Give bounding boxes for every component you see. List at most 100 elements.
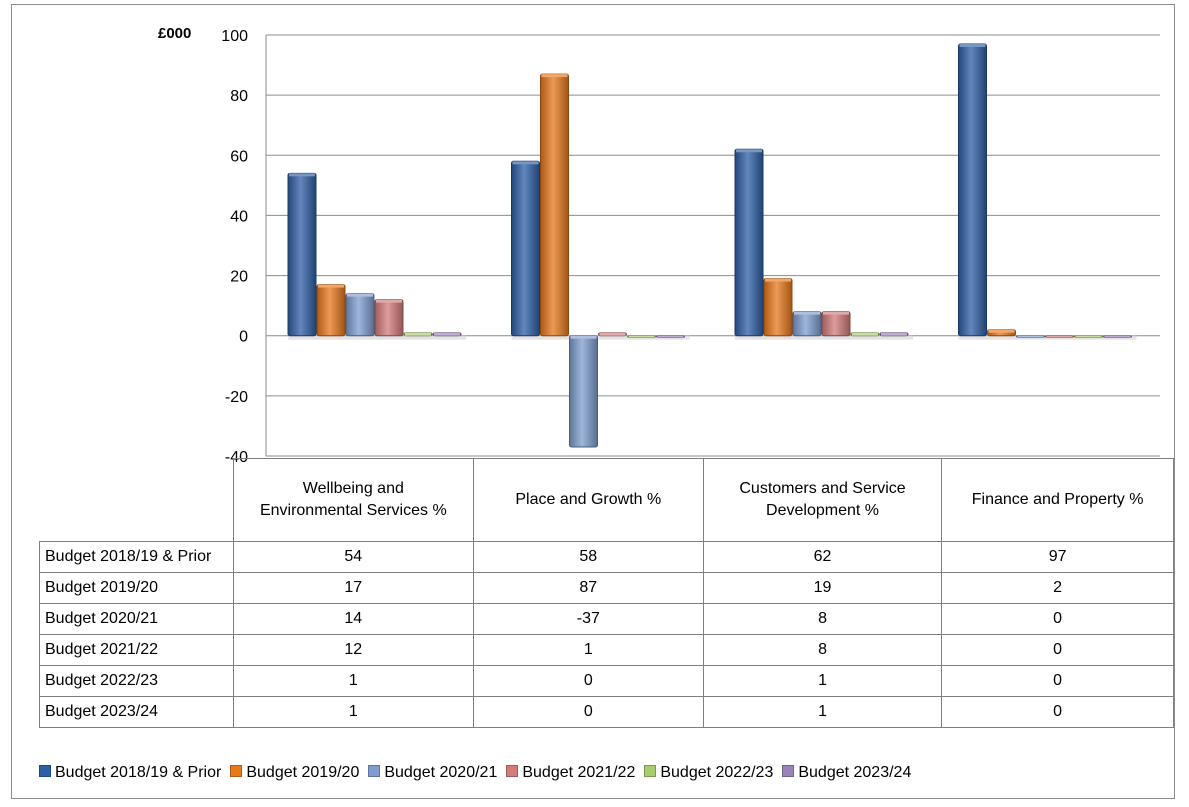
bar-cap	[959, 44, 986, 48]
bar-cap	[823, 311, 849, 315]
legend-item: Budget 2022/23	[644, 764, 773, 782]
table-cell: 0	[941, 665, 1174, 697]
table-cell: 0	[941, 634, 1174, 666]
table-cell: 2	[941, 572, 1174, 604]
bar	[569, 335, 598, 448]
table-corner	[39, 458, 234, 542]
category-floor	[735, 335, 913, 340]
bar-cap	[988, 329, 1015, 333]
table-row: Budget 2023/24 1 0 1 0	[39, 696, 1174, 728]
bar-cap	[570, 335, 597, 339]
bar-cap	[512, 161, 539, 165]
table-cell: 0	[941, 696, 1174, 728]
legend-item: Budget 2019/20	[230, 764, 359, 782]
bar	[540, 73, 569, 337]
category-header: Customers and Service Development %	[702, 458, 943, 542]
y-tick-label: 80	[230, 88, 248, 105]
data-table: Wellbeing and Environmental Services % P…	[39, 458, 1174, 728]
table-cell: 0	[472, 696, 704, 728]
bar	[958, 43, 987, 337]
legend-item: Budget 2018/19 & Prior	[39, 764, 221, 782]
bar	[345, 293, 375, 337]
table-cell: 54	[232, 541, 474, 573]
bar-cap	[628, 335, 655, 338]
legend-label: Budget 2022/23	[660, 764, 774, 781]
legend: Budget 2018/19 & Prior Budget 2019/20 Budg…	[39, 764, 920, 782]
table-cell: 8	[702, 603, 943, 635]
legend-label: Budget 2020/21	[384, 764, 498, 781]
bar-cap	[765, 278, 791, 282]
legend-swatch	[368, 765, 381, 777]
table-cell: 19	[702, 572, 943, 604]
table-cell: 62	[702, 541, 943, 573]
table-cell: 12	[232, 634, 474, 666]
y-tick-label: 60	[230, 148, 248, 165]
chart-frame: -40 -20 0 20 40 60 80 100 £000 Wellbeing and En…	[11, 4, 1175, 799]
bar-cap	[736, 149, 762, 153]
bar-cap	[599, 332, 626, 336]
table-row: Budget 2019/20 17 87 19 2	[39, 572, 1174, 604]
table-cell: 1	[232, 696, 474, 728]
category-floor	[288, 335, 466, 340]
legend-label: Budget 2019/20	[246, 764, 360, 781]
bar	[792, 311, 822, 337]
legend-swatch	[506, 765, 519, 777]
table-header-row: Wellbeing and Environmental Services % P…	[39, 458, 1174, 542]
bar-cap	[318, 284, 344, 288]
category-header: Place and Growth %	[472, 458, 704, 542]
legend-item: Budget 2023/24	[782, 764, 911, 782]
bar-cap	[434, 332, 460, 336]
bar	[763, 278, 793, 337]
legend-label: Budget 2018/19 & Prior	[55, 764, 222, 781]
legend-item: Budget 2020/21	[368, 764, 497, 782]
y-tick-label: -20	[225, 389, 248, 406]
series-row-label: Budget 2020/21	[39, 603, 234, 635]
table-cell: 17	[232, 572, 474, 604]
bar-cap	[405, 332, 431, 336]
series-row-label: Budget 2019/20	[39, 572, 234, 604]
bar-cap	[657, 335, 684, 338]
y-tick-label: 40	[230, 208, 248, 225]
bar-cap	[1075, 335, 1102, 338]
legend-item: Budget 2021/22	[506, 764, 635, 782]
series-row-label: Budget 2023/24	[39, 696, 234, 728]
bar-cap	[1017, 335, 1044, 338]
table-row: Budget 2021/22 12 1 8 0	[39, 634, 1174, 666]
category-header: Finance and Property %	[941, 458, 1174, 542]
bar	[374, 299, 404, 337]
table-cell: 1	[232, 665, 474, 697]
category-header: Wellbeing and Environmental Services %	[232, 458, 474, 542]
bar-cap	[1046, 335, 1073, 338]
table-row: Budget 2022/23 1 0 1 0	[39, 665, 1174, 697]
bar-cap	[1104, 335, 1131, 338]
bar	[734, 148, 764, 337]
table-cell: 0	[941, 603, 1174, 635]
table-cell: 1	[472, 634, 704, 666]
bar	[511, 160, 540, 337]
legend-swatch	[230, 765, 243, 777]
y-tick-label: 0	[239, 329, 248, 346]
category-floor	[511, 335, 690, 340]
table-cell: 97	[941, 541, 1174, 573]
table-cell: 87	[472, 572, 704, 604]
table-cell: 1	[702, 665, 943, 697]
table-row: Budget 2020/21 14 -37 8 0	[39, 603, 1174, 635]
bar	[821, 311, 851, 337]
legend-label: Budget 2021/22	[522, 764, 636, 781]
legend-swatch	[644, 765, 657, 777]
y-tick-label: 100	[221, 28, 248, 45]
bar-cap	[881, 332, 907, 336]
table-cell: 14	[232, 603, 474, 635]
bar-cap	[852, 332, 878, 336]
bar-cap	[289, 173, 315, 177]
bar-cap	[376, 299, 402, 303]
bar-cap	[794, 311, 820, 315]
series-row-label: Budget 2018/19 & Prior	[39, 541, 234, 573]
table-cell: 1	[702, 696, 943, 728]
bar	[287, 172, 317, 337]
legend-swatch	[782, 765, 795, 777]
legend-label: Budget 2023/24	[798, 764, 912, 781]
bar-cap	[541, 74, 568, 78]
y-tick-label: 20	[230, 269, 248, 286]
